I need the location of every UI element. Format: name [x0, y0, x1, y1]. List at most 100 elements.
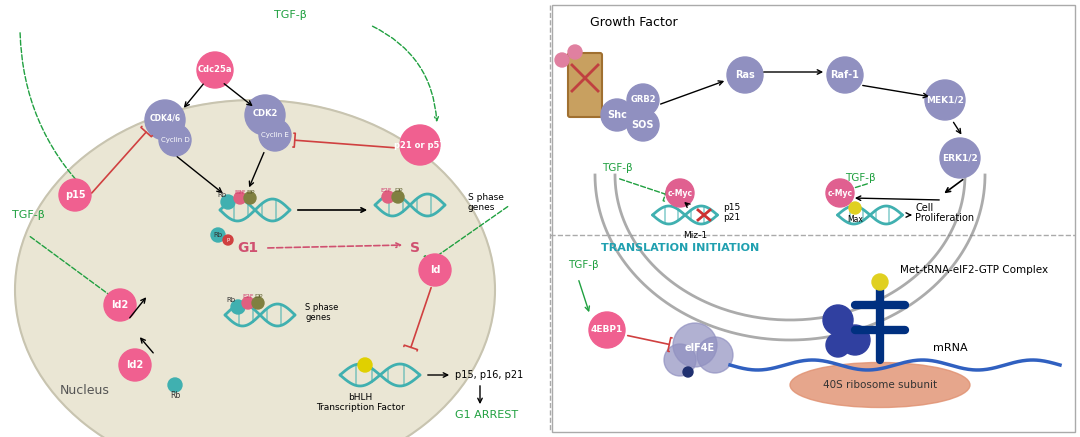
Circle shape: [145, 100, 185, 140]
Circle shape: [826, 333, 850, 357]
Text: TGF-β: TGF-β: [273, 10, 307, 20]
Circle shape: [940, 138, 980, 178]
Text: E2F: E2F: [234, 190, 246, 194]
Text: G1 ARREST: G1 ARREST: [455, 410, 518, 420]
Text: mRNA: mRNA: [933, 343, 968, 353]
Circle shape: [664, 344, 696, 376]
Text: GRB2: GRB2: [631, 96, 656, 104]
Text: Id2: Id2: [111, 300, 129, 310]
Text: 40S ribosome subunit: 40S ribosome subunit: [823, 380, 937, 390]
Text: Shc: Shc: [607, 110, 626, 120]
Text: TGF-β: TGF-β: [568, 260, 598, 270]
Text: p15, p16, p21: p15, p16, p21: [455, 370, 523, 380]
Text: Transcription Factor: Transcription Factor: [315, 403, 404, 413]
Text: Ras: Ras: [735, 70, 755, 80]
Text: DP: DP: [255, 295, 264, 299]
Text: Rb: Rb: [214, 232, 222, 238]
Circle shape: [555, 53, 569, 67]
Text: Met-tRNA-eIF2-GTP Complex: Met-tRNA-eIF2-GTP Complex: [900, 265, 1048, 275]
Circle shape: [244, 192, 256, 204]
Text: genes: genes: [305, 313, 330, 323]
Circle shape: [826, 179, 854, 207]
Circle shape: [242, 297, 254, 309]
Text: TGF-β: TGF-β: [12, 210, 44, 220]
Text: p15: p15: [723, 204, 740, 212]
Circle shape: [568, 45, 582, 59]
Circle shape: [727, 57, 762, 93]
Ellipse shape: [789, 363, 970, 407]
Text: c-Myc: c-Myc: [667, 188, 692, 198]
Text: genes: genes: [468, 204, 496, 212]
Text: Rb: Rb: [217, 192, 227, 198]
Text: TRANSLATION INITIATION: TRANSLATION INITIATION: [600, 243, 759, 253]
Text: Cell: Cell: [915, 203, 933, 213]
Circle shape: [924, 80, 966, 120]
Text: MEK1/2: MEK1/2: [926, 96, 964, 104]
Text: Raf-1: Raf-1: [831, 70, 860, 80]
Circle shape: [827, 57, 863, 93]
Circle shape: [168, 378, 183, 392]
Text: S phase: S phase: [305, 304, 338, 312]
Text: TGF-β: TGF-β: [845, 173, 875, 183]
Text: TGF-β: TGF-β: [602, 163, 632, 173]
Text: S phase: S phase: [468, 194, 504, 202]
Text: bHLH: bHLH: [348, 393, 373, 402]
Circle shape: [872, 274, 888, 290]
Circle shape: [259, 119, 291, 151]
Circle shape: [683, 367, 693, 377]
Circle shape: [231, 300, 245, 314]
Circle shape: [823, 305, 853, 335]
Text: p21 or p57: p21 or p57: [394, 141, 446, 149]
Circle shape: [627, 109, 659, 141]
Text: 4EBP1: 4EBP1: [591, 326, 623, 334]
Text: Id2: Id2: [126, 360, 144, 370]
Text: DP: DP: [246, 190, 255, 194]
Circle shape: [849, 202, 861, 214]
Circle shape: [252, 297, 264, 309]
Circle shape: [221, 195, 235, 209]
Circle shape: [382, 191, 394, 203]
Circle shape: [104, 289, 136, 321]
Circle shape: [222, 235, 233, 245]
Text: Proliferation: Proliferation: [915, 213, 974, 223]
Circle shape: [245, 95, 285, 135]
Text: E2F: E2F: [242, 295, 254, 299]
Text: Nucleus: Nucleus: [60, 384, 110, 396]
Text: P: P: [227, 237, 230, 243]
Text: Id: Id: [430, 265, 441, 275]
Circle shape: [840, 325, 870, 355]
Text: DP: DP: [395, 188, 403, 194]
Text: ERK1/2: ERK1/2: [942, 153, 977, 163]
Text: Max: Max: [847, 215, 863, 225]
Circle shape: [697, 337, 733, 373]
FancyBboxPatch shape: [568, 53, 602, 117]
Circle shape: [400, 125, 440, 165]
Ellipse shape: [15, 100, 495, 437]
Circle shape: [673, 323, 717, 367]
Text: Rb: Rb: [227, 297, 235, 303]
Text: eIF4E: eIF4E: [685, 343, 715, 353]
Circle shape: [357, 358, 372, 372]
Text: SOS: SOS: [632, 120, 654, 130]
Circle shape: [419, 254, 451, 286]
Circle shape: [600, 99, 633, 131]
Text: Growth Factor: Growth Factor: [590, 15, 677, 28]
Circle shape: [211, 228, 225, 242]
Circle shape: [666, 179, 694, 207]
Circle shape: [197, 52, 233, 88]
Text: p21: p21: [723, 214, 740, 222]
Circle shape: [392, 191, 404, 203]
Text: Cyclin E: Cyclin E: [261, 132, 289, 138]
Text: CDK4/6: CDK4/6: [149, 114, 180, 122]
Text: CDK2: CDK2: [253, 108, 278, 118]
Text: Cyclin D: Cyclin D: [161, 137, 189, 143]
Circle shape: [627, 84, 659, 116]
Text: c-Myc: c-Myc: [827, 188, 852, 198]
Text: G1: G1: [238, 241, 258, 255]
Text: S: S: [410, 241, 420, 255]
FancyBboxPatch shape: [552, 5, 1075, 432]
Text: Rb: Rb: [170, 391, 180, 399]
Text: E2F: E2F: [380, 188, 392, 194]
Text: Miz-1: Miz-1: [683, 230, 707, 239]
Text: p15: p15: [65, 190, 85, 200]
